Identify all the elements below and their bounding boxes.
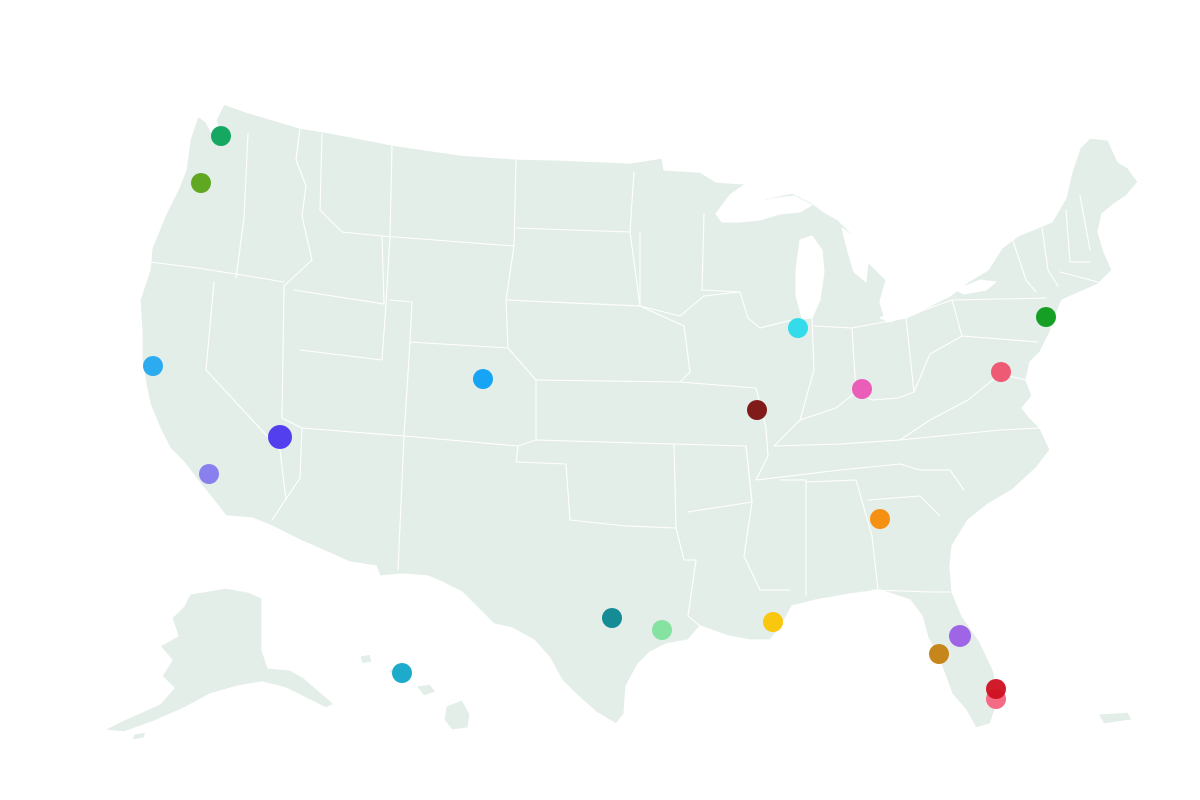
location-marker-houston[interactable] — [652, 620, 672, 640]
location-marker-chicago[interactable] — [788, 318, 808, 338]
location-marker-washington-dc[interactable] — [991, 362, 1011, 382]
contiguous-us-landmass — [139, 103, 1139, 729]
location-marker-honolulu[interactable] — [392, 663, 412, 683]
state-borders — [149, 127, 1099, 627]
hawaii-kauai — [359, 653, 373, 665]
lake-huron — [841, 226, 869, 283]
lake-erie — [878, 295, 933, 323]
location-markers — [143, 126, 1056, 709]
location-marker-new-orleans[interactable] — [763, 612, 783, 632]
location-marker-orlando[interactable] — [949, 625, 971, 647]
location-marker-seattle[interactable] — [211, 126, 231, 146]
location-marker-portland[interactable] — [191, 173, 211, 193]
hawaii-big-island — [443, 699, 471, 731]
puerto-rico — [1097, 711, 1133, 725]
location-marker-los-angeles[interactable] — [199, 464, 219, 484]
location-marker-denver[interactable] — [473, 369, 493, 389]
location-marker-st-louis[interactable] — [747, 400, 767, 420]
location-marker-fort-lauderdale[interactable] — [986, 679, 1006, 699]
lake-michigan — [795, 235, 825, 319]
hawaii-maui — [415, 683, 437, 697]
location-marker-cincinnati[interactable] — [852, 379, 872, 399]
location-marker-atlanta[interactable] — [870, 509, 890, 529]
location-marker-tampa[interactable] — [929, 644, 949, 664]
alaska-landmass — [103, 587, 335, 733]
location-marker-new-york[interactable] — [1036, 307, 1056, 327]
location-marker-san-antonio[interactable] — [602, 608, 622, 628]
location-marker-las-vegas[interactable] — [268, 425, 292, 449]
alaska-island — [131, 731, 147, 741]
lake-ontario — [954, 279, 998, 295]
location-marker-san-francisco[interactable] — [143, 356, 163, 376]
lake-superior — [715, 195, 814, 223]
